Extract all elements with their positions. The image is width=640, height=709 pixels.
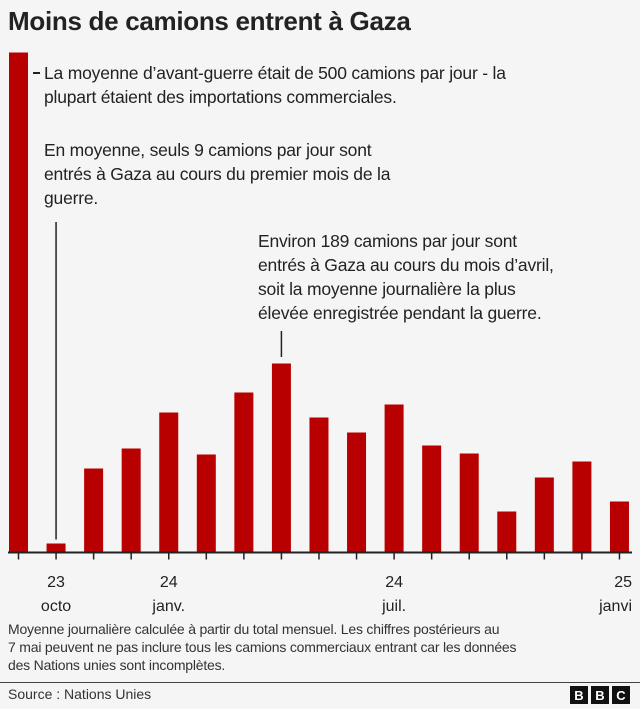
bar-2024-06 [347, 432, 367, 553]
x-tick-label-month: janv. [151, 598, 185, 615]
annotation-line: entrés à Gaza au cours du premier mois d… [44, 164, 391, 184]
footnote: Moyenne journalière calculée à partir du… [8, 620, 516, 674]
footnote-line: 7 mai peuvent ne pas inclure tous les ca… [8, 639, 517, 655]
annotation-line: Environ 189 camions par jour sont [258, 231, 517, 251]
bar-2024-02 [196, 454, 216, 553]
bar-2024-08 [422, 445, 442, 553]
footnote-line: Moyenne journalière calculée à partir du… [8, 621, 500, 637]
annotation-line: La moyenne d’avant-guerre était de 500 c… [44, 63, 506, 83]
bar-2023-11 [84, 468, 104, 553]
bar-2024-05 [309, 417, 329, 553]
logo-letter: C [612, 686, 630, 704]
bbc-logo: B B C [570, 686, 630, 704]
x-tick-label-month: juil. [381, 598, 406, 615]
bar-2024-04 [271, 363, 291, 553]
x-tick-label-year: 25 [614, 574, 632, 591]
bar-2024-07 [384, 404, 404, 553]
annotation-line: soit la moyenne journalière la plus [258, 279, 516, 299]
logo-letter: B [570, 686, 588, 704]
bar-2024-10 [497, 511, 517, 553]
x-tick-label-year: 24 [385, 574, 403, 591]
bar-chart: 23 octo 24 janv. 24 juil. 25 janvi [8, 52, 632, 615]
logo-letter: B [591, 686, 609, 704]
source-text: Source : Nations Unies [8, 686, 152, 702]
bar-2024-01 [159, 412, 179, 553]
chart-title: Moins de camions entrent à Gaza [8, 6, 411, 36]
bar-2023-12 [121, 448, 141, 553]
x-tick-label-month: octo [41, 598, 71, 615]
annotation-prewar: La moyenne d’avant-guerre était de 500 c… [44, 61, 506, 109]
bar-2024-12 [572, 461, 592, 553]
bar-2023-10 [46, 543, 66, 553]
x-tick-label-month: janvi [598, 598, 632, 615]
x-tick-label-year: 24 [160, 574, 178, 591]
x-tick-label-year: 23 [47, 574, 65, 591]
bar-2024-11 [534, 477, 554, 553]
bar-2024-03 [234, 392, 254, 553]
bar-2025-01 [609, 501, 629, 553]
divider [0, 682, 640, 683]
annotation-first-month: En moyenne, seuls 9 camions par jour son… [44, 138, 390, 210]
bar-2024-09 [459, 453, 479, 553]
annotation-april: Environ 189 camions par jour sont entrés… [258, 229, 554, 325]
bar-Avant-guerre [9, 52, 28, 553]
annotation-line: plupart étaient des importations commerc… [44, 87, 397, 107]
annotation-line: entrés à Gaza au cours du mois d’avril, [258, 255, 554, 275]
footnote-line: des Nations unies sont incomplètes. [8, 657, 226, 673]
annotation-line: élevée enregistrée pendant la guerre. [258, 303, 542, 323]
annotation-line: guerre. [44, 188, 99, 208]
annotation-line: En moyenne, seuls 9 camions par jour son… [44, 140, 372, 160]
